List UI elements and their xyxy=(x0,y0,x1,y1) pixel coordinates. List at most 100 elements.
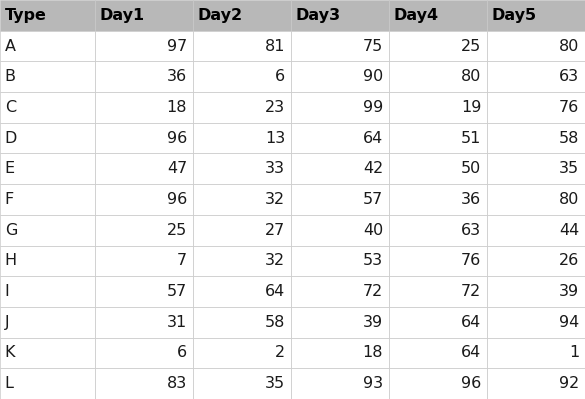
Bar xyxy=(389,276,487,307)
Text: F: F xyxy=(5,192,14,207)
Text: 25: 25 xyxy=(167,223,187,238)
Bar xyxy=(487,215,585,245)
Bar xyxy=(291,0,389,31)
Text: Day5: Day5 xyxy=(491,8,537,23)
Bar xyxy=(95,31,193,61)
Bar xyxy=(389,245,487,276)
Text: 99: 99 xyxy=(363,100,383,115)
Text: 53: 53 xyxy=(363,253,383,269)
Text: Day1: Day1 xyxy=(99,8,145,23)
Bar xyxy=(291,184,389,215)
Text: 57: 57 xyxy=(167,284,187,299)
Bar xyxy=(487,31,585,61)
Bar xyxy=(95,276,193,307)
Bar xyxy=(0,61,95,92)
Text: H: H xyxy=(5,253,17,269)
Bar xyxy=(193,338,291,368)
Bar xyxy=(0,31,95,61)
Bar xyxy=(487,61,585,92)
Bar xyxy=(291,307,389,338)
Text: 23: 23 xyxy=(265,100,285,115)
Text: 64: 64 xyxy=(265,284,285,299)
Text: 18: 18 xyxy=(167,100,187,115)
Text: 81: 81 xyxy=(264,39,285,53)
Bar xyxy=(193,368,291,399)
Text: 63: 63 xyxy=(461,223,481,238)
Text: 50: 50 xyxy=(461,161,481,176)
Text: 80: 80 xyxy=(559,192,579,207)
Bar xyxy=(291,31,389,61)
Bar xyxy=(389,307,487,338)
Bar xyxy=(487,338,585,368)
Text: Day4: Day4 xyxy=(394,8,439,23)
Bar xyxy=(291,61,389,92)
Bar xyxy=(95,154,193,184)
Bar xyxy=(95,338,193,368)
Bar xyxy=(95,368,193,399)
Bar xyxy=(193,215,291,245)
Bar xyxy=(193,276,291,307)
Text: 39: 39 xyxy=(559,284,579,299)
Bar xyxy=(389,368,487,399)
Bar xyxy=(389,31,487,61)
Text: 18: 18 xyxy=(363,346,383,360)
Text: 93: 93 xyxy=(363,376,383,391)
Text: 76: 76 xyxy=(461,253,481,269)
Text: 92: 92 xyxy=(559,376,579,391)
Text: 64: 64 xyxy=(461,346,481,360)
Text: 96: 96 xyxy=(167,130,187,146)
Text: 36: 36 xyxy=(167,69,187,84)
Bar xyxy=(193,184,291,215)
Bar xyxy=(291,92,389,123)
Text: 32: 32 xyxy=(265,192,285,207)
Text: 80: 80 xyxy=(461,69,481,84)
Bar xyxy=(0,0,95,31)
Text: 6: 6 xyxy=(275,69,285,84)
Text: 36: 36 xyxy=(461,192,481,207)
Bar xyxy=(291,276,389,307)
Text: E: E xyxy=(5,161,15,176)
Bar xyxy=(389,123,487,154)
Bar xyxy=(193,92,291,123)
Bar xyxy=(0,215,95,245)
Text: 94: 94 xyxy=(559,315,579,330)
Text: 57: 57 xyxy=(363,192,383,207)
Bar xyxy=(487,123,585,154)
Text: 32: 32 xyxy=(265,253,285,269)
Bar xyxy=(193,123,291,154)
Bar xyxy=(95,245,193,276)
Bar xyxy=(0,184,95,215)
Bar xyxy=(95,92,193,123)
Text: Day3: Day3 xyxy=(295,8,341,23)
Text: 31: 31 xyxy=(167,315,187,330)
Bar xyxy=(291,338,389,368)
Bar xyxy=(95,215,193,245)
Bar xyxy=(487,92,585,123)
Text: 13: 13 xyxy=(265,130,285,146)
Bar xyxy=(95,0,193,31)
Bar xyxy=(487,184,585,215)
Text: 39: 39 xyxy=(363,315,383,330)
Text: 6: 6 xyxy=(177,346,187,360)
Bar xyxy=(193,154,291,184)
Text: 47: 47 xyxy=(167,161,187,176)
Text: 7: 7 xyxy=(177,253,187,269)
Text: 96: 96 xyxy=(461,376,481,391)
Bar xyxy=(487,276,585,307)
Text: 76: 76 xyxy=(559,100,579,115)
Text: Day2: Day2 xyxy=(198,8,243,23)
Bar xyxy=(291,123,389,154)
Text: 19: 19 xyxy=(461,100,481,115)
Bar xyxy=(389,215,487,245)
Text: I: I xyxy=(5,284,9,299)
Bar xyxy=(487,368,585,399)
Text: Type: Type xyxy=(5,8,47,23)
Text: 2: 2 xyxy=(275,346,285,360)
Text: 42: 42 xyxy=(363,161,383,176)
Text: 63: 63 xyxy=(559,69,579,84)
Text: L: L xyxy=(5,376,13,391)
Bar xyxy=(193,307,291,338)
Text: 27: 27 xyxy=(265,223,285,238)
Text: 40: 40 xyxy=(363,223,383,238)
Text: 33: 33 xyxy=(265,161,285,176)
